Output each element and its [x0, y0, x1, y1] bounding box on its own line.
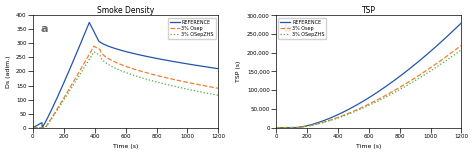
Y-axis label: TSP (s): TSP (s)	[237, 61, 241, 82]
REFERENCE	[86, 22, 92, 23]
3% OSepZHS	[131, 75, 137, 76]
3% OSepZHS	[459, 49, 465, 51]
3% OSepZHS	[371, 102, 376, 104]
X-axis label: Time (s): Time (s)	[356, 144, 382, 149]
Legend: REFERENCE, 3% Osep, 3% OSepZHS: REFERENCE, 3% Osep, 3% OSepZHS	[278, 18, 327, 39]
REFERENCE	[354, 104, 359, 106]
Text: b: b	[283, 24, 292, 34]
3% OSepZHS	[128, 73, 133, 75]
REFERENCE	[110, 47, 116, 49]
REFERENCE	[128, 52, 133, 54]
3% Osep	[304, 125, 310, 127]
3% OSepZHS	[92, 52, 98, 54]
Line: REFERENCE: REFERENCE	[33, 22, 219, 128]
REFERENCE	[92, 34, 98, 36]
3% Osep	[273, 127, 279, 128]
3% OSepZHS	[55, 109, 60, 111]
3% Osep	[336, 116, 341, 118]
3% Osep	[374, 99, 380, 101]
3% OSepZHS	[354, 110, 359, 112]
3% Osep	[128, 67, 133, 69]
Title: TSP: TSP	[362, 6, 376, 15]
Title: Smoke Density: Smoke Density	[97, 6, 154, 15]
REFERENCE	[61, 81, 67, 83]
3% Osep	[110, 60, 116, 62]
Text: a: a	[40, 24, 48, 34]
3% Osep	[91, 45, 97, 47]
Y-axis label: Ds (adim.): Ds (adim.)	[6, 55, 10, 88]
X-axis label: Time (s): Time (s)	[113, 144, 138, 149]
3% Osep	[61, 97, 67, 98]
REFERENCE	[336, 113, 341, 115]
3% Osep	[92, 46, 98, 48]
Legend: REFERENCE, 3% Osep, 3% OSepZHS: REFERENCE, 3% Osep, 3% OSepZHS	[168, 18, 216, 39]
3% OSepZHS	[216, 94, 221, 96]
REFERENCE	[55, 96, 60, 98]
3% OSepZHS	[30, 127, 36, 128]
3% Osep	[55, 108, 60, 109]
3% OSepZHS	[298, 126, 303, 128]
REFERENCE	[459, 22, 465, 24]
Line: 3% Osep: 3% Osep	[33, 46, 219, 128]
REFERENCE	[131, 53, 137, 55]
REFERENCE	[374, 91, 380, 93]
REFERENCE	[30, 127, 36, 128]
3% OSepZHS	[336, 117, 341, 119]
Line: 3% Osep: 3% Osep	[276, 45, 462, 128]
3% Osep	[354, 109, 359, 111]
REFERENCE	[273, 127, 279, 128]
3% OSepZHS	[273, 127, 279, 128]
3% Osep	[131, 68, 137, 70]
3% OSepZHS	[304, 125, 310, 127]
3% Osep	[298, 126, 303, 128]
3% Osep	[459, 44, 465, 46]
REFERENCE	[304, 125, 310, 127]
3% OSepZHS	[110, 66, 116, 68]
3% Osep	[216, 87, 221, 89]
3% Osep	[371, 101, 376, 103]
3% OSepZHS	[61, 99, 67, 101]
Line: 3% OSepZHS: 3% OSepZHS	[33, 52, 219, 128]
Line: 3% OSepZHS: 3% OSepZHS	[276, 50, 462, 128]
REFERENCE	[371, 94, 376, 96]
REFERENCE	[216, 68, 221, 70]
REFERENCE	[298, 126, 303, 128]
3% OSepZHS	[374, 100, 380, 102]
3% OSepZHS	[91, 51, 97, 53]
Line: REFERENCE: REFERENCE	[276, 23, 462, 128]
3% Osep	[30, 127, 36, 128]
